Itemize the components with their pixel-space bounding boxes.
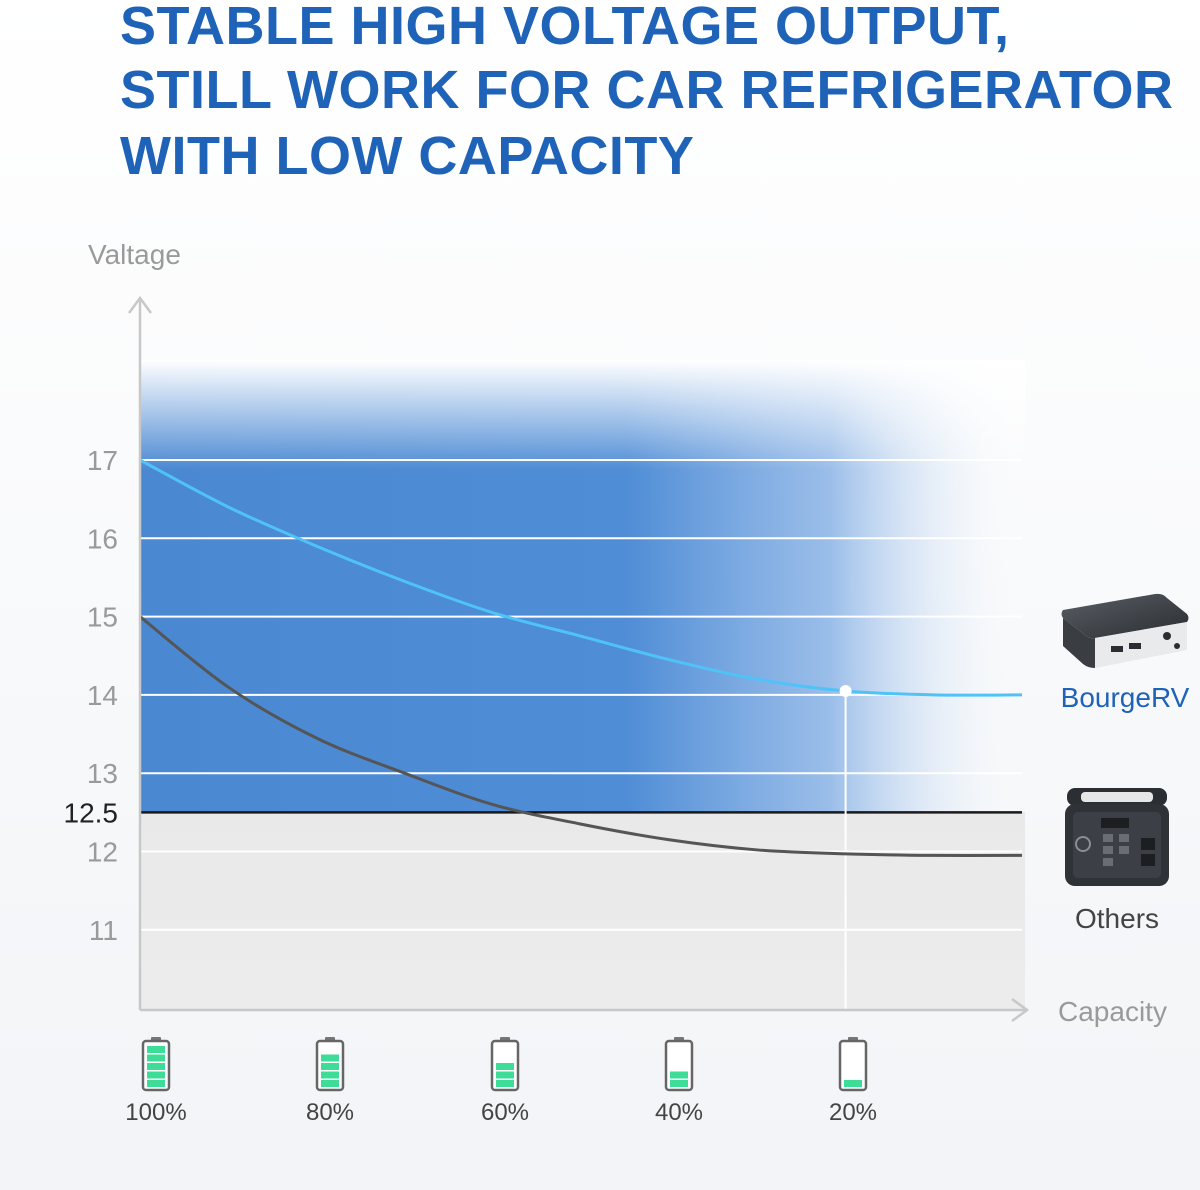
blue-region-top-fade	[140, 360, 1025, 470]
battery-icon	[838, 1036, 868, 1092]
battery-icon	[664, 1036, 694, 1092]
series-lines	[139, 458, 1023, 858]
marker-point	[839, 684, 852, 697]
portable-power-station-icon	[1065, 788, 1169, 886]
x-category-label: 80%	[306, 1099, 354, 1126]
others-product: Others	[1042, 782, 1192, 935]
x-axis-label: Capacity	[1058, 996, 1167, 1027]
x-category-label: 40%	[655, 1099, 703, 1126]
y-axis-label: Valtage	[88, 239, 181, 270]
x-axis-arrow-icon	[1011, 997, 1030, 1023]
y-tick-label: 12.5	[64, 797, 119, 828]
x-category-labels: 100% 80% 60% 40% 20%	[125, 1099, 877, 1126]
y-tick-label: 14	[87, 680, 118, 711]
headline-line-3: WITH LOW CAPACITY	[120, 126, 695, 186]
y-tick-labels: 17 16 15 14 13 12.5 12 11	[64, 445, 119, 946]
y-tick-label: 16	[87, 523, 118, 554]
gridlines	[140, 459, 1022, 1010]
power-bank-icon	[1061, 593, 1189, 668]
y-tick-label: 12	[87, 837, 118, 868]
x-category-label: 100%	[125, 1099, 186, 1126]
y-axis-arrow-icon	[127, 295, 153, 314]
battery-icon	[315, 1036, 345, 1092]
y-tick-label: 17	[87, 445, 118, 476]
others-series-line	[139, 615, 1023, 858]
x-category-label: 20%	[829, 1099, 877, 1126]
battery-icon	[141, 1036, 171, 1092]
bourge-label: BourgeRV	[1060, 682, 1190, 713]
bourgerv-series-line	[139, 458, 1023, 697]
y-tick-label: 15	[87, 602, 118, 633]
headline-line-2: STILL WORK FOR CAR REFRIGERATOR	[120, 60, 1174, 120]
bourge-product: BourgeRV	[1050, 588, 1200, 714]
others-label: Others	[1074, 903, 1160, 934]
headline-line-1: STABLE HIGH VOLTAGE OUTPUT,	[120, 0, 1010, 56]
battery-icon	[490, 1036, 520, 1092]
y-tick-label: 11	[89, 915, 118, 946]
x-category-label: 60%	[481, 1099, 529, 1126]
y-tick-label: 13	[87, 758, 118, 789]
gray-region	[140, 812, 1025, 1010]
